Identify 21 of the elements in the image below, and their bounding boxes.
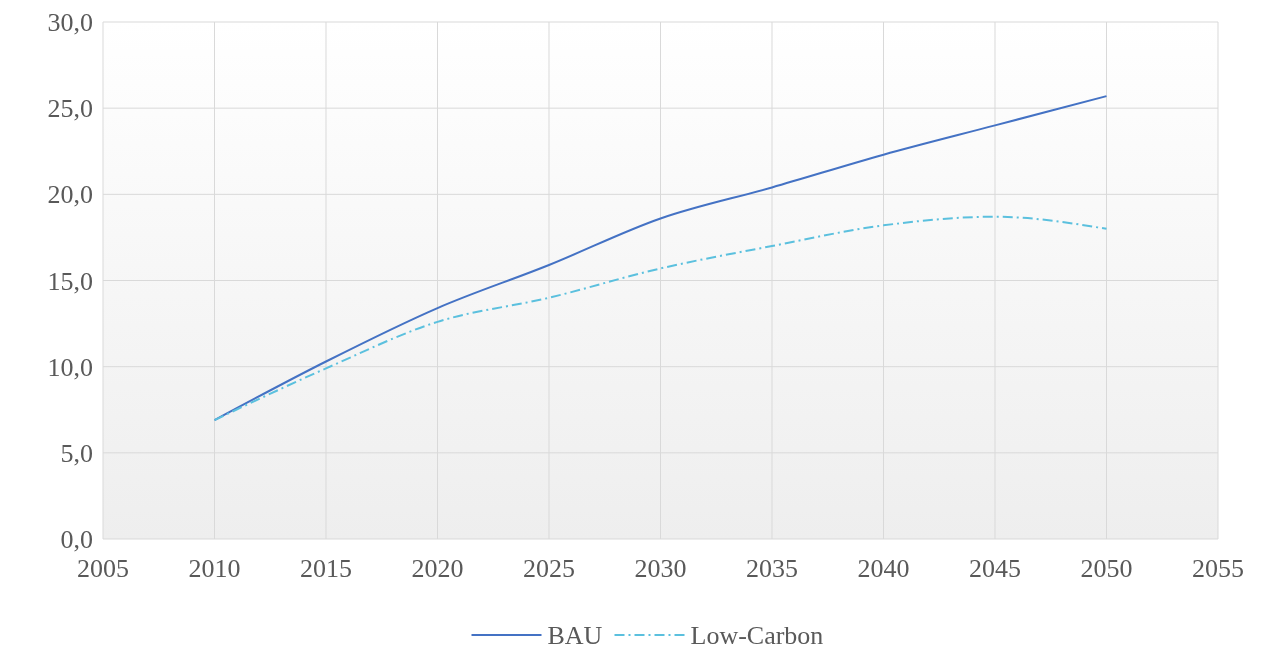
y-tick-label: 0,0 xyxy=(60,525,93,555)
x-tick-label: 2030 xyxy=(634,554,687,583)
x-tick-label: 2010 xyxy=(188,554,241,583)
y-tick-label: 5,0 xyxy=(60,438,93,468)
legend-label: Low-Carbon xyxy=(690,621,824,650)
x-tick-label: 2025 xyxy=(523,554,575,583)
y-tick-label: 15,0 xyxy=(47,266,93,296)
y-tick-label: 25,0 xyxy=(47,94,93,124)
x-tick-label: 2050 xyxy=(1080,554,1133,583)
x-tick-label: 2055 xyxy=(1192,554,1244,583)
x-tick-label: 2045 xyxy=(969,554,1021,583)
line-series xyxy=(213,215,1108,422)
y-tick-label: 30,0 xyxy=(47,8,93,38)
y-tick-label: 20,0 xyxy=(47,180,93,210)
legend-label: BAU xyxy=(547,621,603,650)
x-tick-label: 2040 xyxy=(857,554,910,583)
x-tick-label: 2020 xyxy=(411,554,464,583)
x-tick-label: 2035 xyxy=(746,554,798,583)
x-tick-label: 2005 xyxy=(77,554,129,583)
y-tick-label: 10,0 xyxy=(47,352,93,382)
x-tick-label: 2015 xyxy=(300,554,352,583)
